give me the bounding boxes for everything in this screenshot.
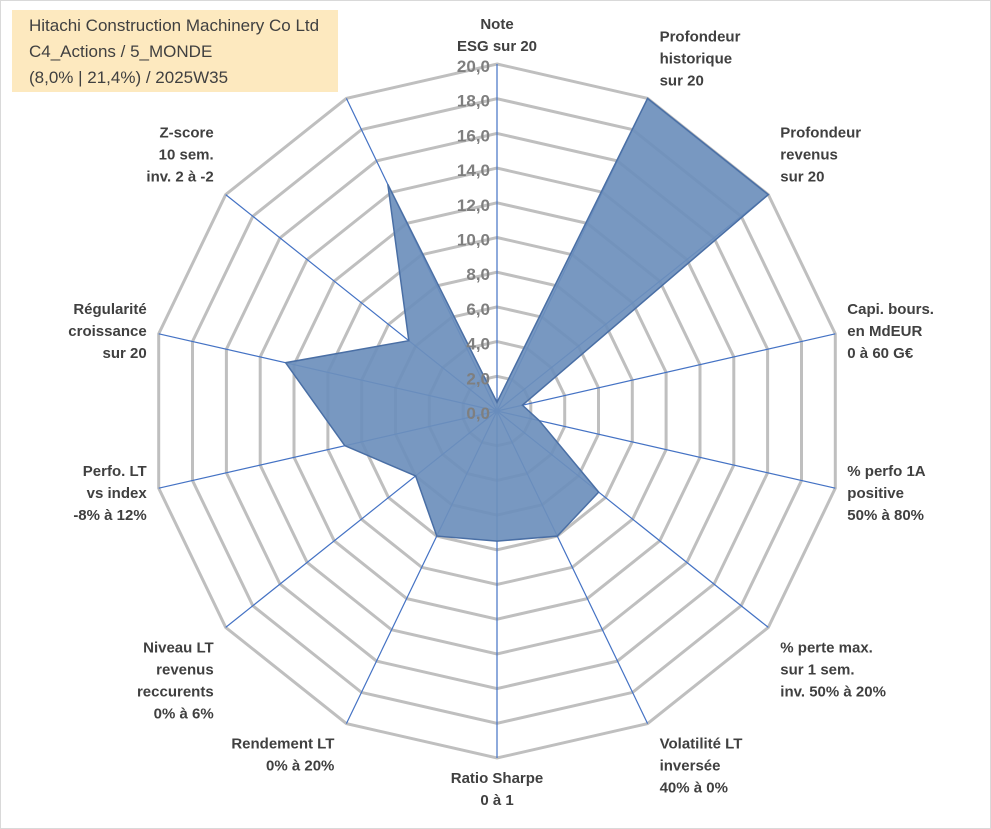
- axis-label: Volatilité LT inversée 40% à 0%: [660, 736, 743, 797]
- axis-label: Note ESG sur 20: [457, 16, 537, 55]
- axis-label-line: % perte max.: [780, 639, 873, 656]
- axis-label: % perfo 1A positive 50% à 80%: [847, 463, 926, 524]
- axis-label-line: inv. 2 à -2: [146, 169, 213, 186]
- axis-label-line: 40% à 0%: [660, 780, 728, 797]
- axis-label-line: % perfo 1A: [847, 463, 926, 480]
- axis-label: Ratio Sharpe 0 à 1: [451, 770, 544, 809]
- chart-title-box: Hitachi Construction Machinery Co Ltd C4…: [12, 10, 338, 92]
- tick-label: 8,0: [466, 265, 490, 284]
- tick-label: 20,0: [457, 57, 490, 76]
- axis-label-line: sur 20: [102, 345, 146, 362]
- axis-label-line: 10 sem.: [159, 147, 214, 164]
- axis-label-line: sur 1 sem.: [780, 661, 854, 678]
- axis-label: Capi. bours. en MdEUR 0 à 60 G€: [847, 301, 934, 362]
- chart-subtitle-category: C4_Actions / 5_MONDE: [29, 42, 213, 61]
- axis-label-line: -8% à 12%: [73, 507, 146, 524]
- axis-label-line: reccurents: [137, 683, 214, 700]
- tick-label: 18,0: [457, 92, 490, 111]
- tick-label: 12,0: [457, 196, 490, 215]
- axis-label-line: Régularité: [73, 301, 146, 318]
- axis-label-line: 0 à 1: [480, 792, 513, 809]
- axis-label-line: Z-score: [160, 125, 214, 142]
- axis-label-line: sur 20: [780, 169, 824, 186]
- chart-title: Hitachi Construction Machinery Co Ltd: [29, 16, 320, 35]
- axis-label-line: Capi. bours.: [847, 301, 934, 318]
- axis-label: Profondeur revenus sur 20: [780, 125, 861, 186]
- radar-series: [284, 97, 770, 542]
- tick-label: 10,0: [457, 231, 490, 250]
- axis-label: % perte max. sur 1 sem. inv. 50% à 20%: [780, 639, 886, 700]
- axis-label-line: 0% à 20%: [266, 758, 334, 775]
- axis-label-line: revenus: [780, 147, 838, 164]
- axis-label-line: vs index: [87, 485, 148, 502]
- radial-tick-labels: 0,0 2,0 4,0 6,0 8,0 10,0 12,0 14,0 16,0 18,0 20,0: [457, 57, 490, 423]
- tick-label: 6,0: [466, 300, 490, 319]
- axis-label-line: Ratio Sharpe: [451, 770, 544, 787]
- axis-label-line: en MdEUR: [847, 323, 922, 340]
- tick-label: 14,0: [457, 161, 490, 180]
- axis-labels: Note ESG sur 20 Profondeur historique sur 20…: [68, 16, 934, 809]
- axis-label-line: sur 20: [660, 72, 704, 89]
- axis-label: Niveau LT revenus reccurents 0% à 6%: [137, 639, 214, 722]
- tick-label: 16,0: [457, 126, 490, 145]
- tick-label: 4,0: [466, 335, 490, 354]
- axis-label-line: ESG sur 20: [457, 38, 537, 55]
- tick-label: 2,0: [466, 369, 490, 388]
- series-area: [284, 97, 770, 542]
- axis-label-line: 0% à 6%: [154, 705, 214, 722]
- axis-label-line: revenus: [156, 661, 214, 678]
- axis-label-line: Volatilité LT: [660, 736, 743, 753]
- axis-label: Perfo. LT vs index -8% à 12%: [73, 463, 147, 524]
- axis-label-line: croissance: [68, 323, 146, 340]
- tick-label: 0,0: [466, 404, 490, 423]
- axis-label-line: Profondeur: [660, 28, 741, 45]
- axis-label-line: inversée: [660, 758, 721, 775]
- axis-label-line: inv. 50% à 20%: [780, 683, 886, 700]
- axis-spoke: [496, 410, 836, 489]
- axis-label-line: positive: [847, 485, 904, 502]
- axis-label-line: 0 à 60 G€: [847, 345, 914, 362]
- axis-label-line: Note: [480, 16, 513, 33]
- axis-label-line: Niveau LT: [143, 639, 214, 656]
- axis-label: Z-score 10 sem. inv. 2 à -2: [146, 125, 213, 186]
- chart-subtitle-stats: (8,0% | 21,4%) / 2025W35: [29, 68, 229, 87]
- axis-spoke: [496, 333, 836, 412]
- axis-label: Régularité croissance sur 20: [68, 301, 146, 362]
- axis-label-line: Profondeur: [780, 125, 861, 142]
- axis-label-line: historique: [660, 50, 733, 67]
- axis-label: Profondeur historique sur 20: [660, 28, 741, 89]
- axis-label: Rendement LT 0% à 20%: [231, 736, 334, 775]
- axis-label-line: Perfo. LT: [83, 463, 147, 480]
- axis-label-line: Rendement LT: [231, 736, 334, 753]
- axis-label-line: 50% à 80%: [847, 507, 924, 524]
